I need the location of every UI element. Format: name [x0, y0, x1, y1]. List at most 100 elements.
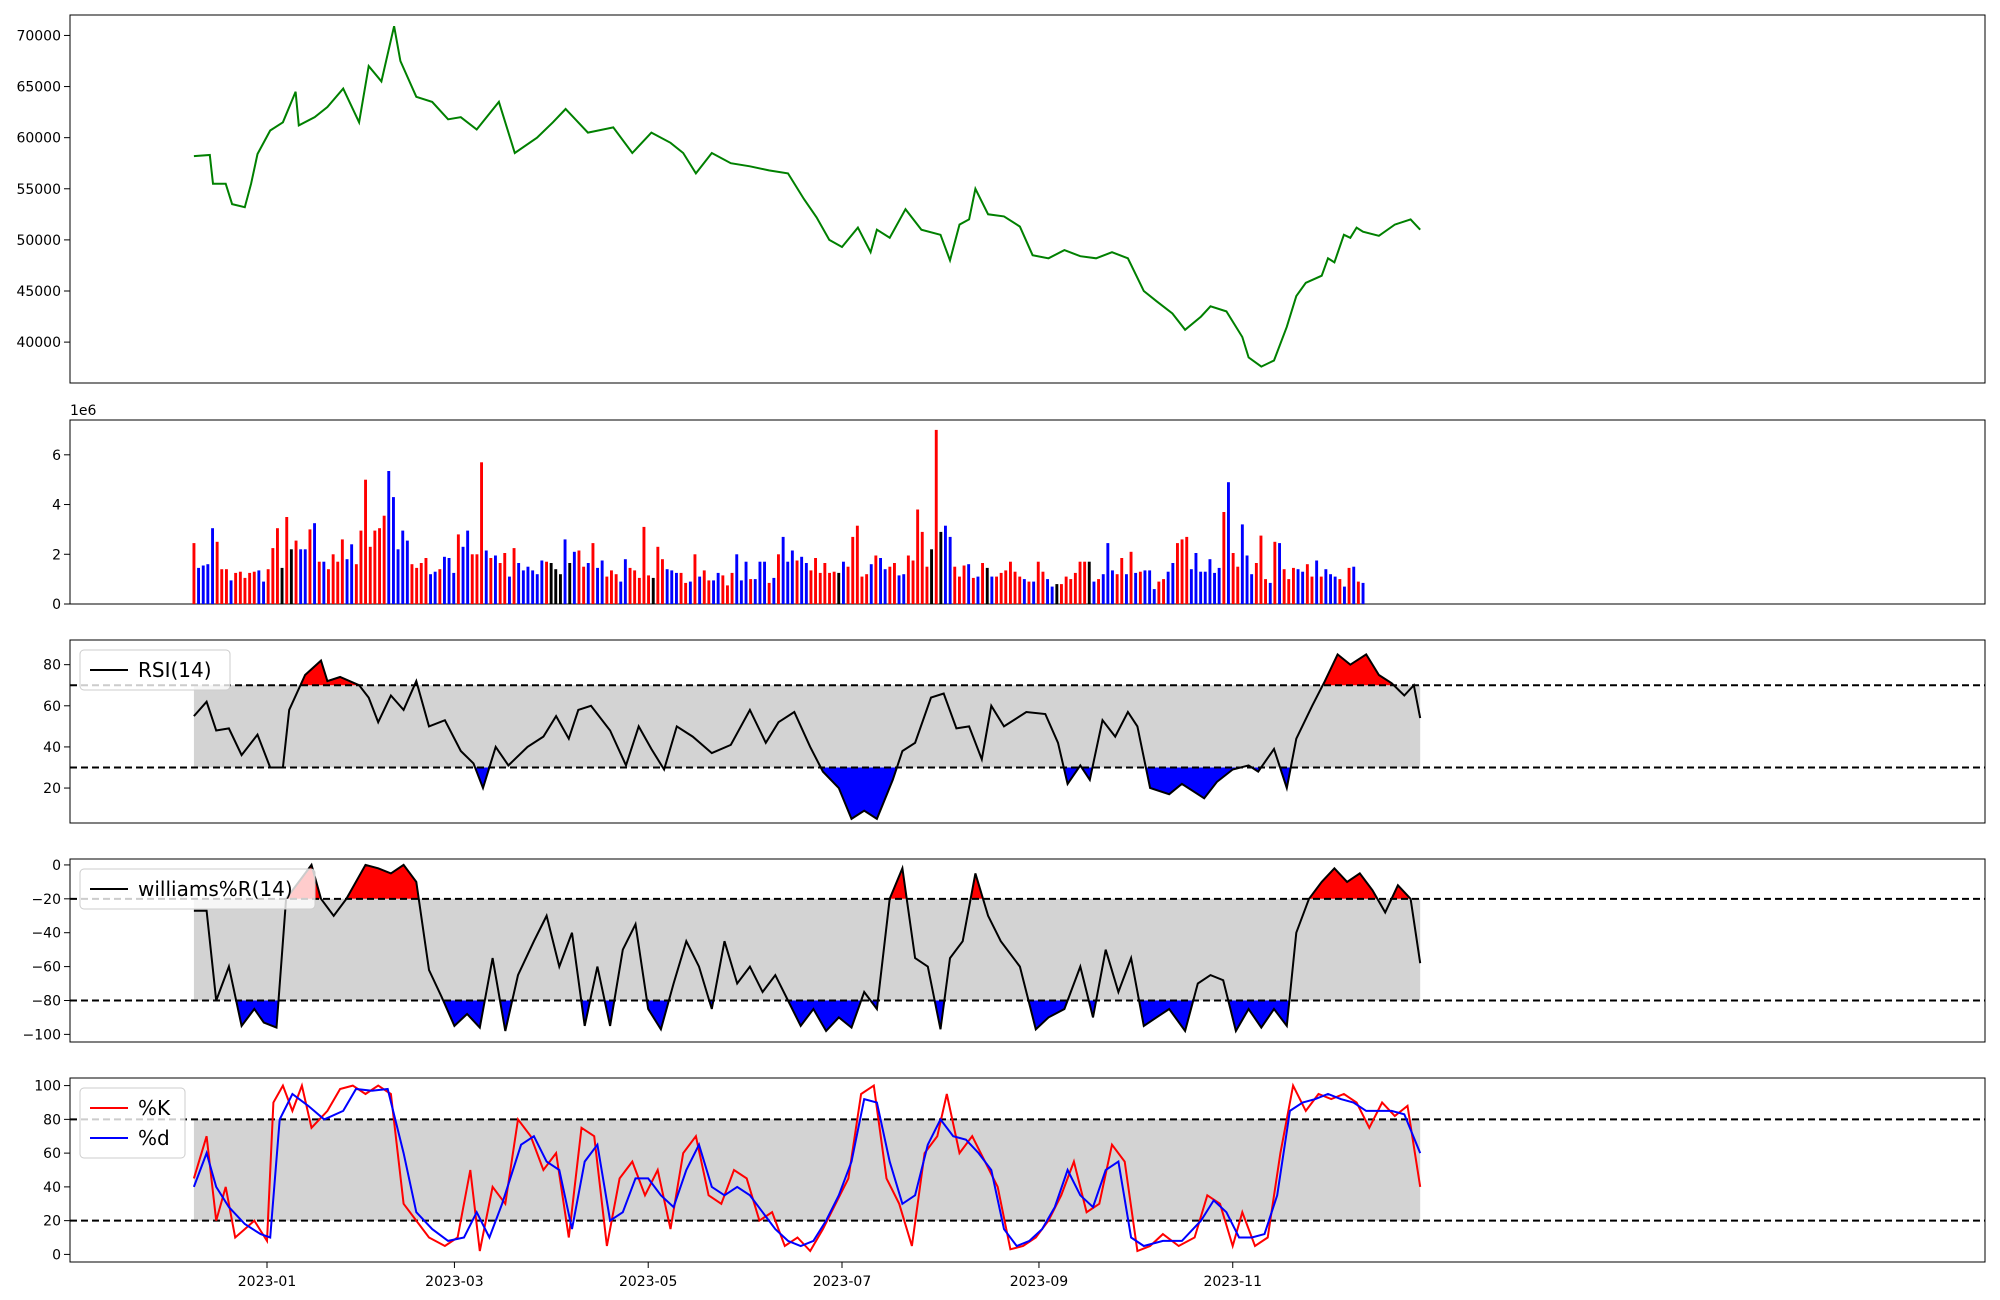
volume-bar: [303, 549, 307, 604]
x-tick-label: 2023-11: [1203, 1274, 1262, 1290]
volume-bar: [661, 559, 664, 604]
volume-bar: [424, 558, 428, 604]
volume-ytick-label: 0: [52, 597, 61, 613]
volume-bar: [670, 570, 674, 604]
volume-bar: [999, 572, 1003, 604]
stoch-axes-frame: [69, 1077, 1986, 1263]
volume-bar: [1180, 539, 1184, 604]
volume-bar: [944, 525, 947, 604]
volume-bar: [1009, 561, 1012, 604]
volume-bar: [1356, 581, 1360, 604]
volume-bar: [322, 561, 326, 604]
volume-bar: [238, 571, 242, 604]
price-ytick-label: 50000: [16, 233, 61, 249]
volume-bar: [744, 561, 748, 604]
rsi-legend-label: RSI(14): [138, 658, 212, 682]
volume-bar: [953, 566, 957, 604]
volume-bar: [508, 576, 511, 604]
volume-bar: [753, 579, 757, 604]
volume-bar: [804, 563, 808, 604]
rsi-ytick-label: 20: [43, 781, 61, 797]
stoch-legend-label: %d: [138, 1126, 170, 1150]
volume-bar: [475, 554, 479, 604]
volume-bar: [433, 571, 437, 604]
volume-bar: [401, 530, 405, 604]
volume-bar: [800, 556, 804, 604]
rsi-ytick-label: 60: [43, 699, 61, 715]
volume-bar: [1199, 571, 1203, 604]
volume-bar: [378, 528, 381, 604]
volume-bar: [438, 569, 442, 604]
volume-bar: [1083, 561, 1087, 604]
volume-bar: [252, 571, 256, 604]
rsi-ytick-label: 40: [43, 740, 61, 756]
volume-bar: [730, 572, 734, 604]
volume-bar: [521, 570, 525, 604]
volume-bar: [285, 517, 289, 604]
volume-bar: [1064, 576, 1068, 604]
volume-bar: [916, 509, 920, 604]
volume-bar: [684, 582, 688, 604]
volume-bar: [1310, 576, 1314, 604]
volume-ytick-label: 2: [52, 547, 61, 563]
volume-bar: [906, 555, 910, 604]
volume-bar: [897, 575, 901, 604]
williams-ytick-label: −100: [23, 1027, 61, 1043]
volume-bar: [1138, 571, 1142, 604]
volume-bar: [582, 566, 586, 604]
volume-bar: [1073, 572, 1077, 604]
volume-bar: [749, 579, 753, 604]
volume-bar: [1231, 553, 1235, 604]
volume-bar: [1268, 582, 1272, 604]
volume-bar: [243, 577, 247, 604]
volume-bar: [1287, 579, 1291, 604]
rsi-panel: RSI(14) 20 40 60 80: [43, 639, 1986, 824]
volume-bar: [392, 497, 395, 604]
volume-ytick-label: 6: [52, 448, 61, 464]
volume-bar: [591, 543, 595, 604]
williams-ytick-label: −80: [31, 993, 61, 1009]
volume-bar: [466, 530, 470, 604]
volume-bar: [995, 576, 998, 604]
volume-bar: [410, 564, 414, 604]
volume-bar: [1152, 589, 1156, 604]
volume-bar: [865, 574, 869, 604]
stoch-neutral-band: [193, 1119, 1421, 1221]
volume-bar: [1259, 535, 1263, 604]
volume-bar: [540, 560, 544, 604]
volume-ytick-label: 4: [52, 498, 61, 514]
volume-bar: [1101, 574, 1105, 604]
volume-bar: [1333, 576, 1337, 604]
volume-bar: [767, 582, 771, 604]
rsi-axes-frame: [69, 639, 1986, 824]
volume-bar: [1055, 584, 1059, 604]
volume-bar: [846, 566, 850, 604]
volume-bar: [559, 574, 562, 604]
volume-bar: [698, 576, 702, 604]
volume-bar: [832, 571, 836, 604]
volume-bar: [327, 569, 330, 604]
williams-overbought-fill: [193, 865, 1421, 899]
x-tick-label: 2023-07: [813, 1274, 872, 1290]
volume-bar: [823, 563, 827, 604]
volume-bar: [1347, 567, 1351, 604]
volume-bar: [1296, 569, 1300, 604]
stoch-ytick-label: 60: [43, 1146, 61, 1162]
volume-bar: [1027, 581, 1031, 604]
stoch-ytick-label: 40: [43, 1180, 61, 1196]
volume-bar: [1129, 551, 1133, 604]
volume-bar: [262, 581, 265, 604]
volume-bar: [981, 563, 984, 604]
volume-bar: [1097, 579, 1100, 604]
price-ytick-label: 55000: [16, 182, 61, 198]
volume-bar: [1292, 567, 1295, 604]
volume-panel: 1e6 0 2 4 6: [52, 403, 1986, 613]
volume-bar: [1115, 574, 1119, 604]
x-tick-label: 2023-05: [619, 1274, 678, 1290]
volume-bar: [1087, 561, 1091, 604]
volume-bar: [1069, 579, 1073, 604]
williams-ytick-label: −60: [31, 960, 61, 976]
price-panel: 40000 45000 50000 55000 60000 65000 70000: [16, 14, 1986, 384]
price-line: [193, 25, 1421, 368]
volume-bar: [225, 569, 228, 604]
